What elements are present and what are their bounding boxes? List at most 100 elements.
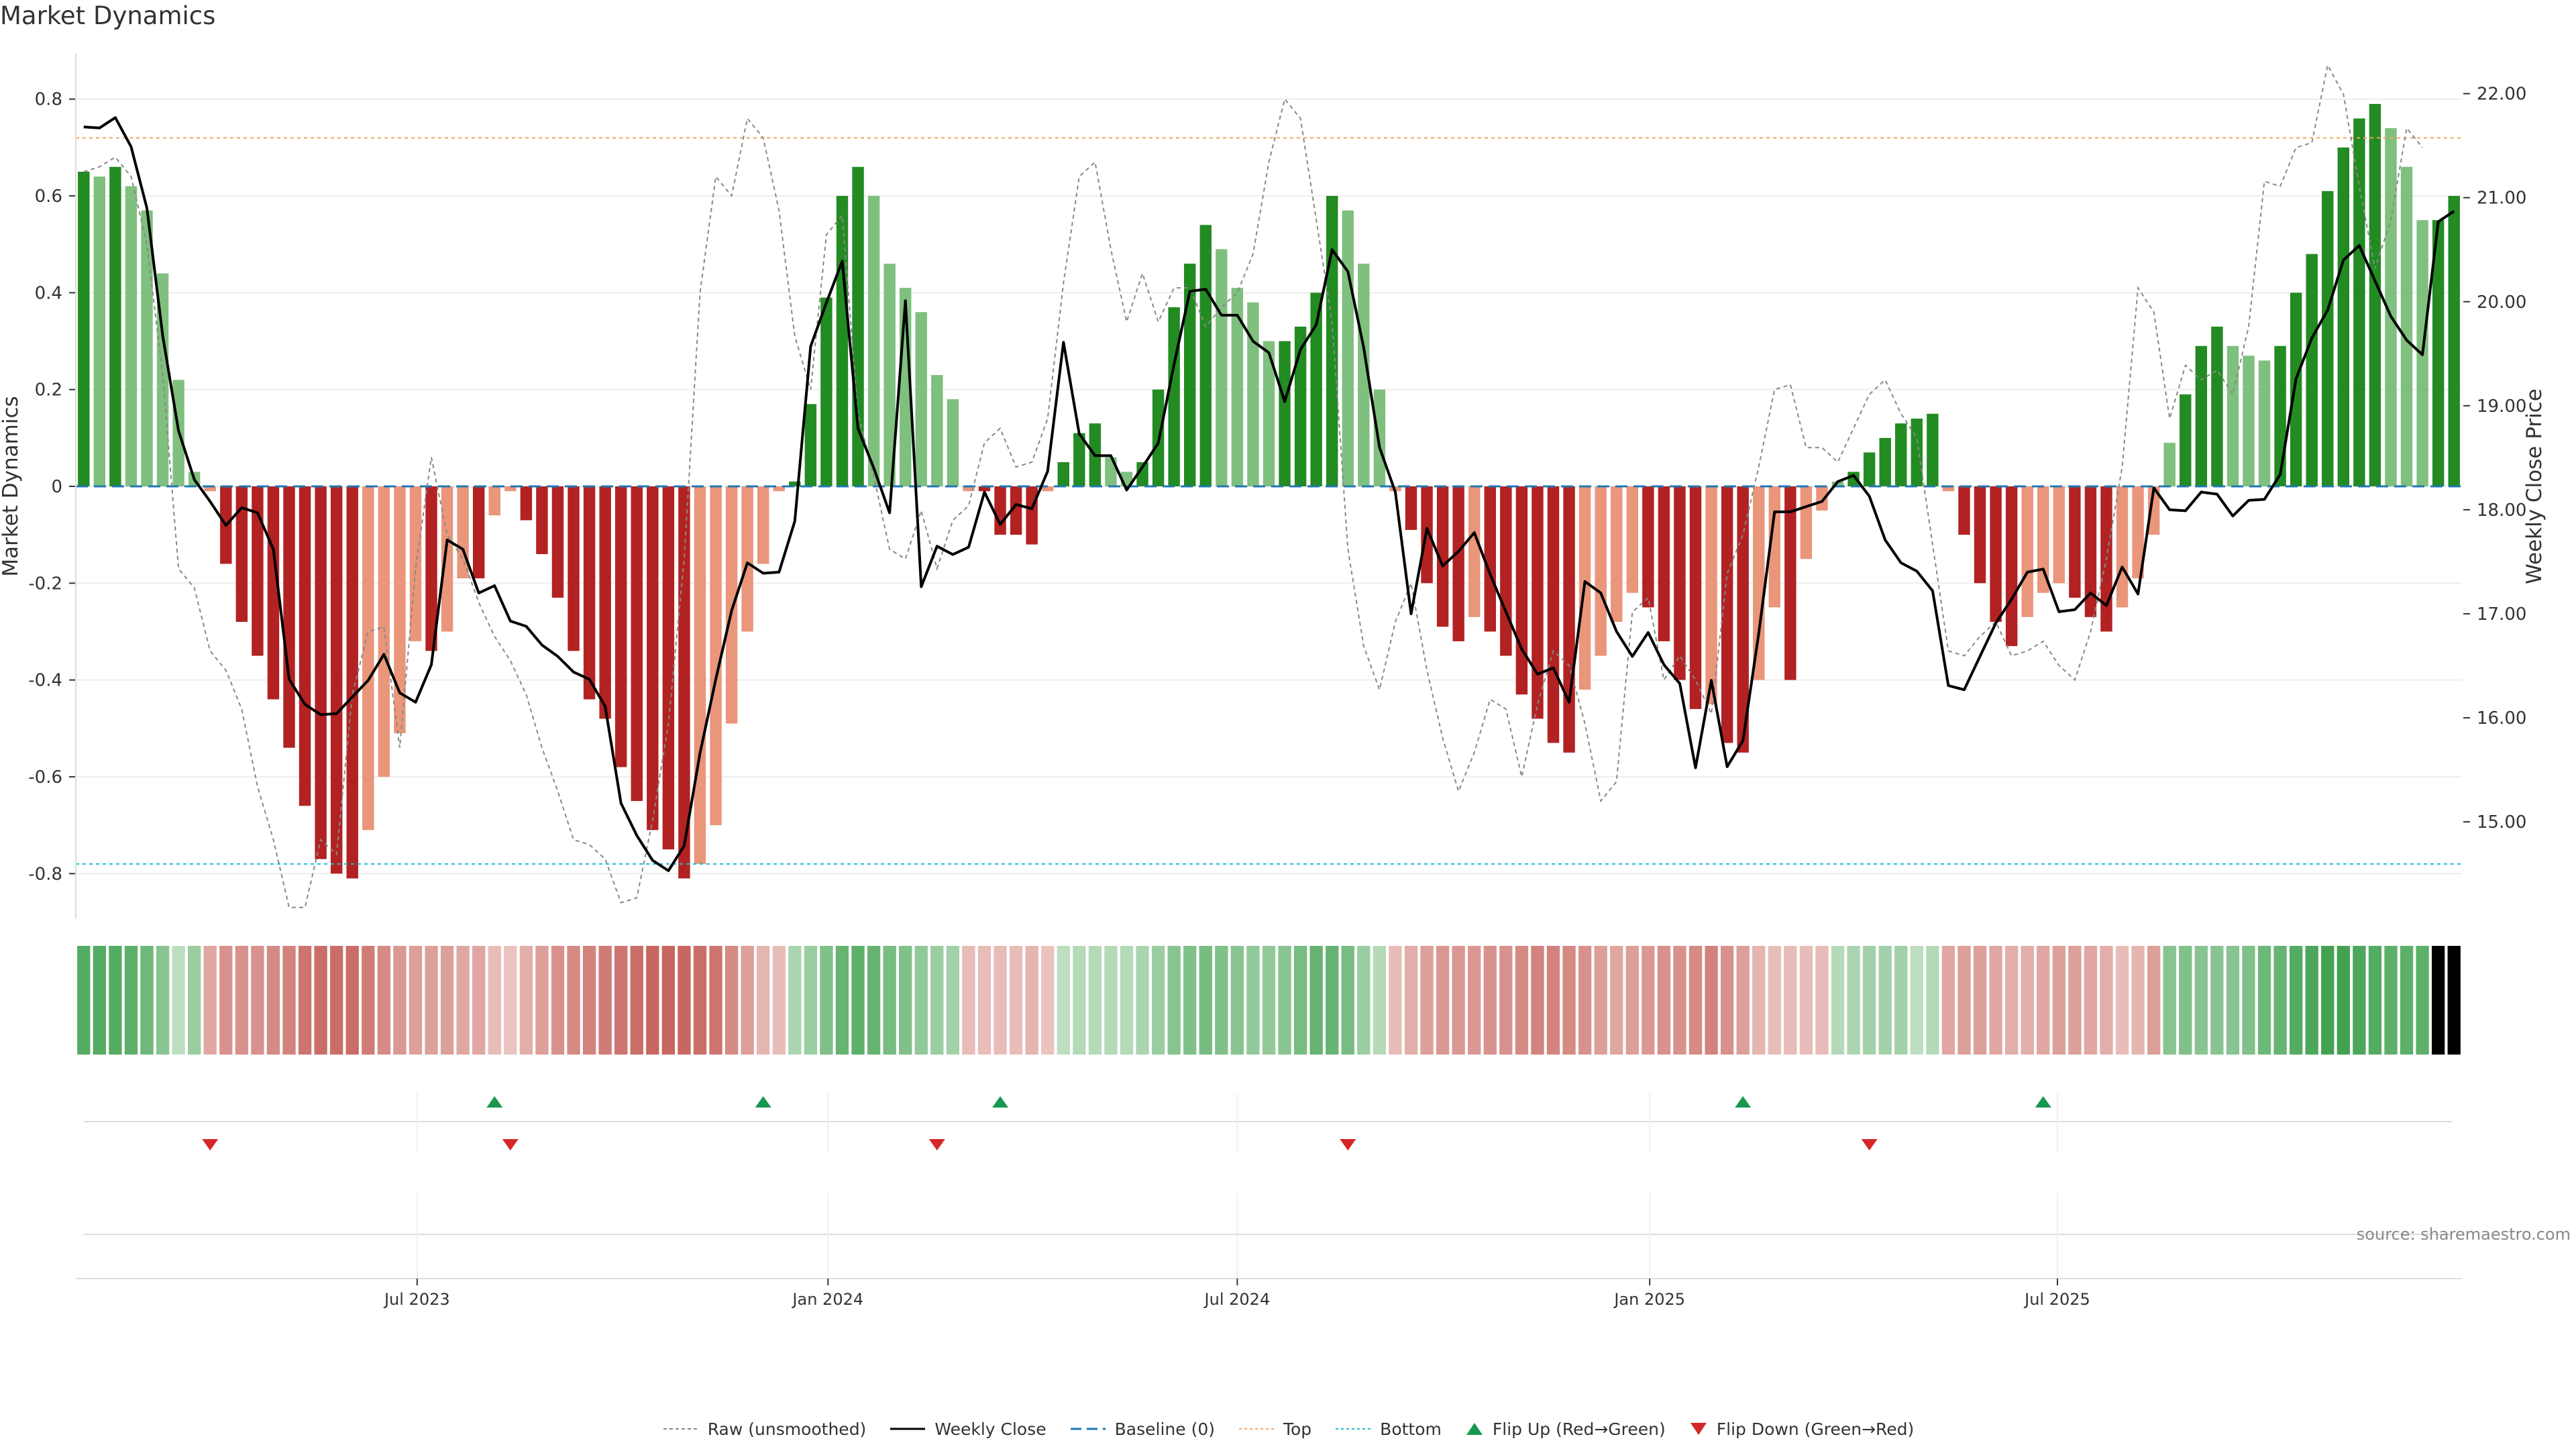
x-tick-label: Jan 2024	[791, 1290, 863, 1309]
bar	[947, 399, 959, 486]
bar	[1436, 486, 1449, 627]
bar	[725, 486, 738, 724]
flip-down-marker	[1340, 1139, 1356, 1150]
heat-cell	[140, 946, 154, 1055]
heat-cell	[693, 946, 707, 1055]
heat-cell	[1293, 946, 1307, 1055]
bar	[710, 486, 722, 826]
bar	[820, 297, 833, 486]
heat-cell	[598, 946, 612, 1055]
bar	[1136, 462, 1148, 486]
bar	[1753, 486, 1765, 680]
heat-cell	[1768, 946, 1781, 1055]
bar	[299, 486, 311, 806]
legend-baseline-swatch	[1070, 1428, 1106, 1430]
bar	[2448, 196, 2460, 486]
heat-cell	[930, 946, 944, 1055]
legend-label-raw: Raw (unsmoothed)	[707, 1419, 867, 1439]
heat-cell	[1894, 946, 1908, 1055]
x-tick-label: Jan 2025	[1613, 1290, 1685, 1309]
bar	[1768, 486, 1781, 608]
y-tick-label: 0.2	[35, 380, 62, 400]
heat-cell	[820, 946, 833, 1055]
legend-close-swatch	[890, 1428, 926, 1430]
legend-raw-swatch	[663, 1428, 698, 1430]
heat-cell	[1594, 946, 1607, 1055]
bar	[1168, 307, 1180, 486]
heat-cell	[772, 946, 786, 1055]
bar	[362, 486, 374, 830]
heat-cell	[724, 946, 739, 1055]
x-axis: Jul 2023 Jan 2024 Jul 2024 Jan 2025 Jul 2025	[76, 1278, 2462, 1309]
heat-cell	[1215, 946, 1228, 1055]
heat-cell	[535, 946, 549, 1055]
heat-cell	[709, 946, 722, 1055]
heat-cell	[1326, 946, 1339, 1055]
heat-cell	[330, 946, 343, 1055]
bar	[1026, 486, 1038, 545]
y-tick-label: 0.6	[35, 186, 62, 207]
bar	[1342, 210, 1354, 486]
y2-tick-label: 21.00	[2477, 189, 2526, 209]
bar	[1010, 486, 1022, 535]
heat-cell	[1436, 946, 1450, 1055]
bar	[2385, 128, 2397, 487]
heat-cell	[551, 946, 565, 1055]
bar	[488, 486, 500, 516]
axes-layer: 0.8 0.6 0.4 0.2 0 -0.2 -0.4 -0.6 -0.8 22.00 21.00 2…	[0, 54, 2546, 919]
heat-cell	[1941, 946, 1955, 1055]
heat-cell	[867, 946, 881, 1055]
heat-cell	[2021, 946, 2034, 1055]
heat-cell	[1389, 946, 1402, 1055]
heat-cell	[1183, 946, 1197, 1055]
bar	[1784, 486, 1796, 680]
bar	[2037, 486, 2049, 593]
y-tick-label: 0.8	[35, 90, 62, 110]
bar	[1263, 341, 1275, 486]
heat-cell	[1309, 946, 1323, 1055]
y-tick-label: -0.4	[28, 671, 62, 691]
bar	[1595, 486, 1607, 656]
heat-cell	[2084, 946, 2098, 1055]
bar	[647, 486, 659, 830]
bar	[1689, 486, 1702, 709]
bar	[1958, 486, 1970, 535]
legend-label-close: Weekly Close	[934, 1419, 1046, 1439]
heat-cell	[1610, 946, 1623, 1055]
heat-strip	[77, 946, 2461, 1055]
bar	[1895, 423, 1907, 486]
heat-cell	[1815, 946, 1829, 1055]
bar	[741, 486, 753, 632]
heat-cell	[425, 946, 438, 1055]
heat-cell	[1688, 946, 1703, 1055]
heat-cell	[1957, 946, 1971, 1055]
heat-cell	[2004, 946, 2019, 1055]
bar	[1279, 341, 1291, 486]
heat-cell	[2353, 946, 2366, 1055]
heat-cell	[1847, 946, 1860, 1055]
bar	[662, 486, 675, 850]
bar	[1452, 486, 1464, 641]
heat-cell	[362, 946, 375, 1055]
heat-cell	[1673, 946, 1686, 1055]
bar	[425, 486, 437, 651]
y-tick-label: 0	[51, 477, 62, 497]
heat-cell	[1041, 946, 1055, 1055]
heat-cell	[1546, 946, 1560, 1055]
heat-cell	[504, 946, 517, 1055]
heat-cell	[1025, 946, 1038, 1055]
heat-cell	[377, 946, 391, 1055]
bar	[1974, 486, 1986, 584]
y-axis-label: Market Dynamics	[0, 396, 23, 576]
heat-cell	[1799, 946, 1813, 1055]
bar	[2195, 345, 2208, 486]
bar	[1500, 486, 1512, 656]
heat-cell	[946, 946, 960, 1055]
bar	[1247, 302, 1259, 486]
x-tick-label: Jul 2025	[2023, 1290, 2090, 1309]
raw-line	[83, 63, 2423, 908]
heat-cell	[1136, 946, 1149, 1055]
y2-tick-label: 20.00	[2477, 292, 2526, 313]
heat-cell	[2068, 946, 2082, 1055]
bar	[141, 210, 153, 486]
